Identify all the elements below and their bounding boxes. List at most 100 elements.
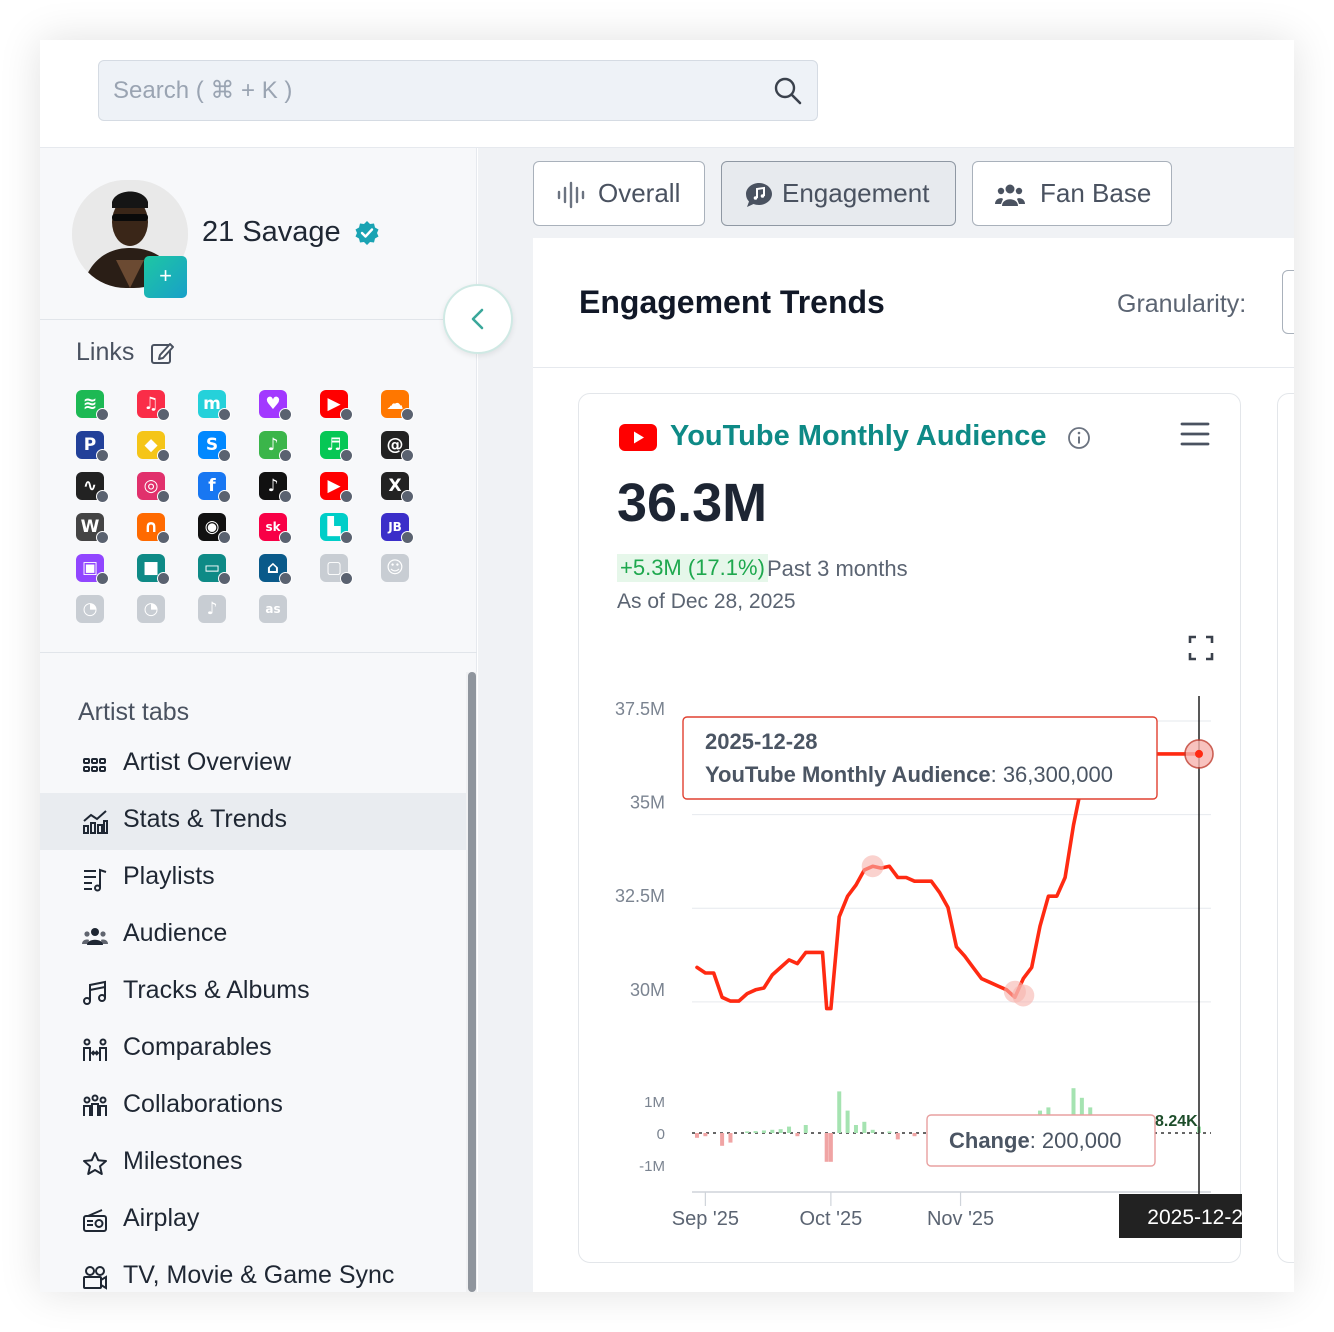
hover-point bbox=[1195, 749, 1203, 758]
youtube-monthly-audience-card: YouTube Monthly Audience 36.3M +5.3M (17… bbox=[578, 393, 1242, 1263]
songkick-icon[interactable]: sk bbox=[259, 513, 292, 544]
nav-stats-trends[interactable]: Stats & Trends bbox=[40, 793, 466, 850]
x-twitter-icon[interactable]: X bbox=[381, 472, 414, 503]
nav-audience[interactable]: Audience bbox=[40, 907, 466, 964]
bandsintown-icon[interactable]: ▙ bbox=[320, 513, 353, 544]
collaborations-icon bbox=[83, 1094, 107, 1116]
itunes-icon[interactable]: ♪ bbox=[259, 431, 292, 462]
linked-check-icon bbox=[218, 572, 231, 585]
lastfm-icon[interactable]: as bbox=[259, 595, 289, 625]
change-bar-negative bbox=[912, 1133, 917, 1137]
audience-line-chart[interactable]: 37.5M 35M 32.5M 30M 1M 0 -1M Sep '25 Oct '25 Nov … bbox=[579, 674, 1242, 1254]
linked-check-icon bbox=[96, 449, 109, 462]
icon-glyph: f bbox=[198, 472, 226, 500]
instagram-icon[interactable]: ◎ bbox=[137, 472, 170, 503]
audiomack-wave-icon[interactable]: ∿ bbox=[76, 472, 109, 503]
change-y-tick-label: -1M bbox=[639, 1158, 665, 1175]
linked-check-icon bbox=[279, 490, 292, 503]
playlist-icon bbox=[84, 868, 107, 892]
nav-tv-movie-game-sync[interactable]: TV, Movie & Game Sync bbox=[40, 1249, 466, 1292]
douyin-icon[interactable]: ♪ bbox=[198, 595, 228, 625]
change-bar-positive bbox=[870, 1129, 875, 1133]
icon-glyph: ◔ bbox=[76, 595, 104, 623]
change-y-tick-label: 1M bbox=[644, 1094, 665, 1111]
headphones-icon[interactable]: ∩ bbox=[137, 513, 170, 544]
artist-avatar[interactable] bbox=[72, 180, 188, 288]
weibo-alt-icon[interactable]: ◔ bbox=[137, 595, 167, 625]
video-camera-icon[interactable]: ■ bbox=[137, 554, 170, 585]
sidebar-scrollbar[interactable] bbox=[466, 672, 477, 1292]
target-icon[interactable]: ◉ bbox=[198, 513, 231, 544]
tab-overall[interactable]: Overall bbox=[533, 161, 705, 226]
home-icon[interactable]: ⌂ bbox=[259, 554, 292, 585]
tab-engagement[interactable]: Engagement bbox=[721, 161, 956, 226]
change-bar-positive bbox=[803, 1125, 808, 1133]
sidebar: + 21 Savage Links ≋ ♫ m ♥ ▶ ☁ P ◆ S ♪ ♬ @ ∿ ◎ f ♪ ▶ X W ∩ ◉ s… bbox=[40, 148, 477, 1292]
x-tick-label: Nov '25 bbox=[927, 1208, 994, 1230]
youtube-logo-icon bbox=[619, 424, 657, 451]
y-tick-label: 32.5M bbox=[615, 886, 665, 906]
tab-label: Fan Base bbox=[1040, 178, 1152, 208]
grid-icon bbox=[83, 758, 106, 772]
change-bar-positive bbox=[745, 1131, 750, 1133]
tab-fan-base[interactable]: Fan Base bbox=[972, 161, 1172, 226]
shazam-icon[interactable]: S bbox=[198, 431, 231, 462]
soundcloud-icon[interactable]: ☁ bbox=[381, 390, 414, 421]
wikipedia-icon[interactable]: W bbox=[76, 513, 109, 544]
weibo-icon[interactable]: ◔ bbox=[76, 595, 106, 625]
line-music-icon[interactable]: ♬ bbox=[320, 431, 353, 462]
audience-icon bbox=[82, 928, 108, 945]
nav-playlists[interactable]: Playlists bbox=[40, 850, 466, 907]
collapse-sidebar-button[interactable] bbox=[443, 284, 513, 354]
tv-icon[interactable]: ▭ bbox=[198, 554, 231, 585]
deezer-icon[interactable]: ♥ bbox=[259, 390, 292, 421]
nav-comparables[interactable]: Comparables bbox=[40, 1021, 466, 1078]
nav-label: Comparables bbox=[123, 1033, 272, 1061]
links-heading: Links bbox=[76, 338, 135, 366]
spotify-icon[interactable]: ≋ bbox=[76, 390, 109, 421]
search-input[interactable] bbox=[113, 61, 753, 120]
twitch-icon[interactable]: ▣ bbox=[76, 554, 109, 585]
tab-label: Overall bbox=[598, 178, 681, 208]
nav-artist-overview[interactable]: Artist Overview bbox=[40, 736, 466, 793]
linked-check-icon bbox=[279, 449, 292, 462]
pandora-icon[interactable]: P bbox=[76, 431, 109, 462]
change-bar-negative bbox=[703, 1133, 708, 1137]
nav-label: Milestones bbox=[123, 1147, 243, 1175]
icon-glyph: ♪ bbox=[198, 595, 226, 623]
change-tooltip-value: Change: 200,000 bbox=[949, 1128, 1121, 1153]
amazon-music-icon[interactable]: m bbox=[198, 390, 231, 421]
as-of-date: As of Dec 28, 2025 bbox=[617, 590, 796, 613]
change-bar-negative bbox=[895, 1133, 900, 1140]
edit-icon[interactable] bbox=[150, 340, 176, 366]
apple-music-icon[interactable]: ♫ bbox=[137, 390, 170, 421]
x-tick-label: Sep '25 bbox=[672, 1208, 739, 1230]
genius-icon[interactable]: ◆ bbox=[137, 431, 170, 462]
scrollbar-thumb[interactable] bbox=[468, 672, 476, 1292]
youtube-icon[interactable]: ▶ bbox=[320, 390, 353, 421]
search-icon[interactable] bbox=[773, 76, 803, 106]
nav-airplay[interactable]: Airplay bbox=[40, 1192, 466, 1249]
star-icon bbox=[83, 1152, 107, 1175]
granularity-select[interactable] bbox=[1282, 270, 1294, 334]
nav-tracks-albums[interactable]: Tracks & Albums bbox=[40, 964, 466, 1021]
change-bar-negative bbox=[720, 1133, 725, 1146]
fullscreen-icon[interactable] bbox=[1187, 634, 1215, 662]
add-artist-button[interactable]: + bbox=[144, 256, 187, 298]
change-bar-positive bbox=[770, 1129, 775, 1133]
search-box[interactable] bbox=[98, 60, 818, 121]
nav-milestones[interactable]: Milestones bbox=[40, 1135, 466, 1192]
snapchat-icon[interactable]: ☺ bbox=[381, 554, 411, 584]
change-bar-positive bbox=[887, 1131, 892, 1133]
jb-icon[interactable]: JB bbox=[381, 513, 414, 544]
tiktok-icon[interactable]: ♪ bbox=[259, 472, 292, 503]
facebook-icon[interactable]: f bbox=[198, 472, 231, 503]
nav-collaborations[interactable]: Collaborations bbox=[40, 1078, 466, 1135]
hamburger-menu-icon[interactable] bbox=[1180, 420, 1210, 450]
linked-check-icon bbox=[279, 572, 292, 585]
youtube-channel-icon[interactable]: ▶ bbox=[320, 472, 353, 503]
info-icon[interactable] bbox=[1067, 426, 1091, 450]
bilibili-icon[interactable]: ▢ bbox=[320, 554, 353, 585]
change-bar-negative bbox=[695, 1133, 699, 1138]
audiomack-icon[interactable]: @ bbox=[381, 431, 414, 462]
